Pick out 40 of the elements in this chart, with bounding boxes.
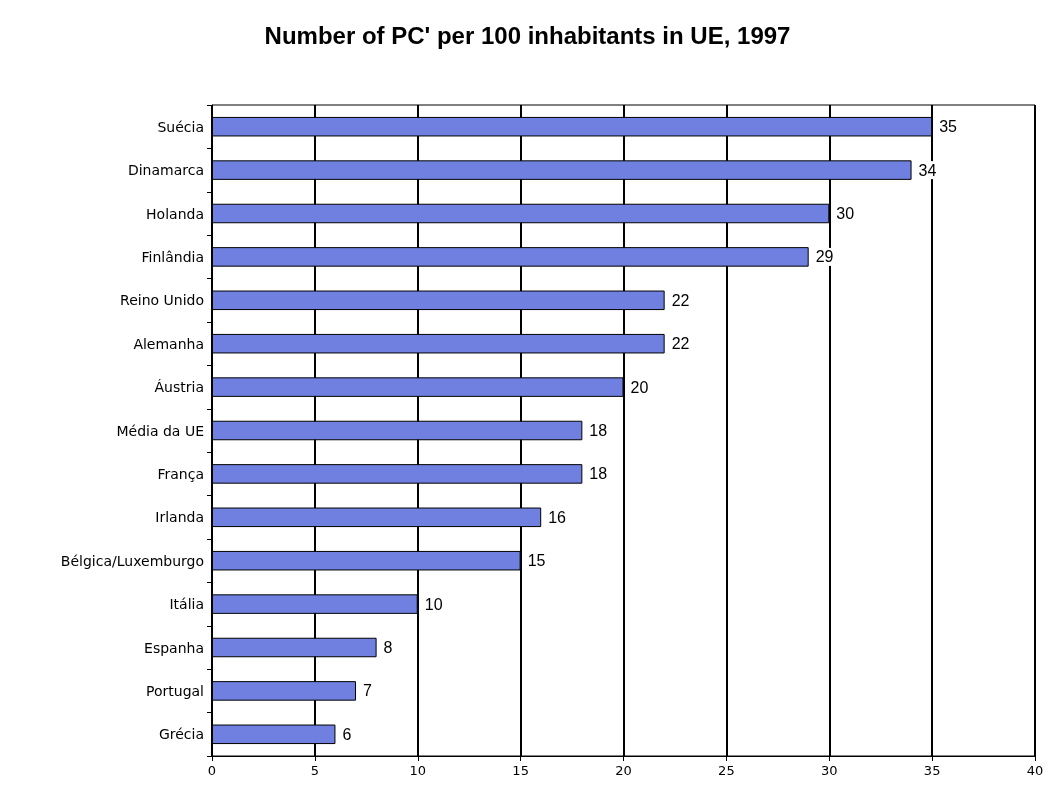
y-tick-label: Dinamarca: [127, 162, 204, 179]
data-label: 18: [589, 465, 608, 483]
x-tick-label: 30: [820, 763, 838, 778]
data-label: 10: [424, 595, 443, 613]
data-label: 22: [671, 291, 690, 309]
y-tick-label: Áustria: [154, 379, 204, 396]
x-tick-label: 15: [512, 763, 529, 778]
x-tick-label: 0: [207, 763, 217, 778]
data-label: 6: [342, 725, 352, 743]
y-tick-label: Itália: [169, 596, 204, 613]
data-label: 15: [527, 552, 546, 570]
y-tick-label: Reino Unido: [120, 292, 204, 309]
y-tick-label: Finlândia: [141, 248, 204, 265]
data-label: 8: [383, 639, 393, 656]
y-tick-label: Suécia: [157, 118, 204, 135]
x-tick-label: 25: [718, 763, 735, 778]
y-tick-label: Bélgica/Luxemburgo: [60, 552, 204, 569]
x-tick-label: 35: [923, 763, 941, 778]
data-label: 30: [836, 205, 855, 222]
data-label: 35: [939, 118, 958, 136]
y-tick-label: Portugal: [146, 682, 204, 699]
data-label: 18: [589, 422, 608, 439]
y-tick-label: França: [157, 465, 204, 482]
data-label: 34: [918, 161, 937, 179]
data-label: 29: [815, 248, 834, 266]
data-label: 7: [363, 682, 373, 700]
data-label: 22: [671, 335, 690, 353]
x-tick-label: 5: [310, 763, 320, 778]
chart-title: Number of PC' per 100 inhabitants in UE, 1997: [264, 21, 791, 49]
y-tick-label: Grécia: [158, 726, 204, 743]
y-tick-label: Holanda: [146, 205, 204, 222]
y-tick-label: Espanha: [144, 639, 204, 656]
data-label: 20: [630, 378, 649, 396]
data-label: 16: [548, 508, 567, 526]
y-tick-label: Alemanha: [133, 335, 204, 352]
y-tick-label: Média da UE: [116, 422, 204, 439]
x-tick-label: 40: [1026, 763, 1044, 778]
y-tick-label: Irlanda: [155, 509, 204, 526]
x-tick-label: 10: [409, 763, 427, 778]
x-tick-label: 20: [615, 763, 632, 778]
